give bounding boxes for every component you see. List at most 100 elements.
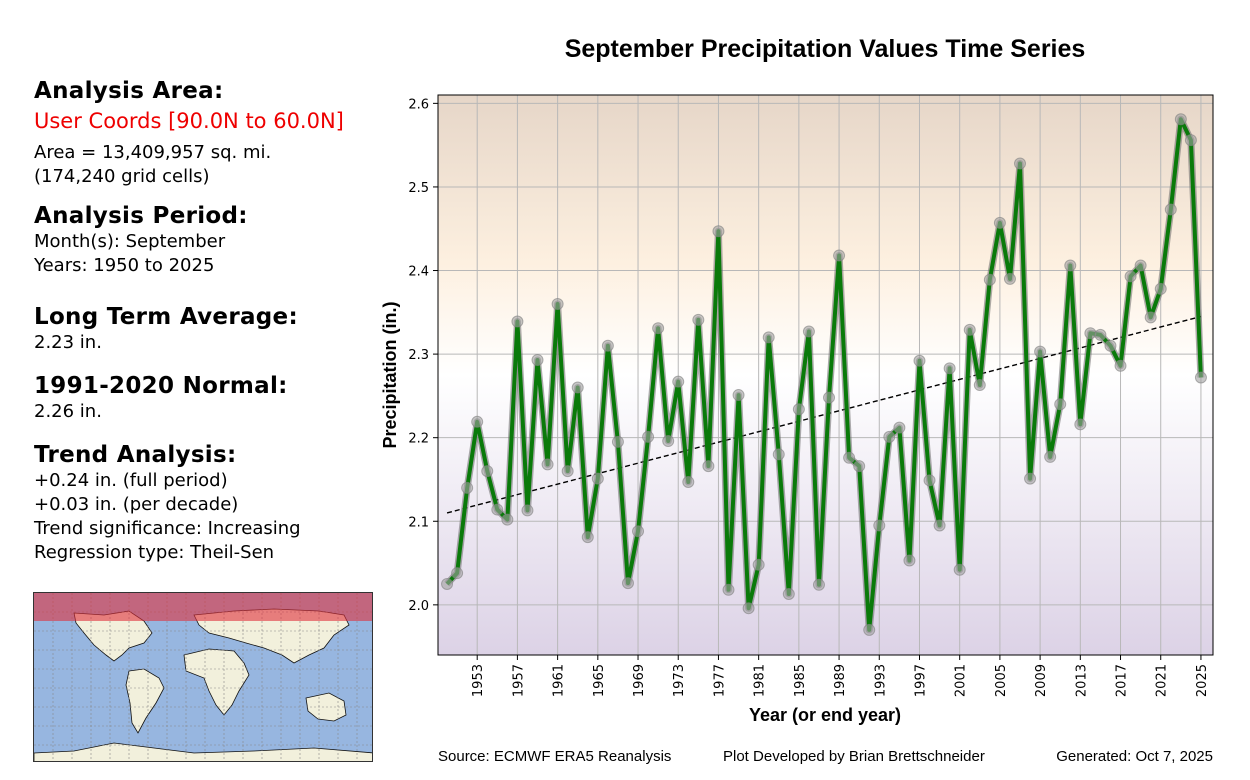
data-point (742, 602, 755, 615)
data-point (873, 519, 886, 532)
trend-per-decade: +0.03 in. (per decade) (34, 494, 239, 515)
data-point (541, 458, 554, 471)
data-point (561, 465, 574, 478)
world-map-image (34, 593, 372, 761)
normal-heading: 1991-2020 Normal: (34, 373, 288, 399)
x-tick-label: 2009 (1034, 664, 1049, 697)
data-point (1094, 328, 1107, 341)
data-point (451, 567, 464, 580)
data-point (571, 381, 584, 394)
data-point (531, 353, 544, 366)
data-point (913, 354, 926, 367)
trend-significance: Trend significance: Increasing (34, 518, 301, 539)
analysis-summary-panel: Analysis Area: User Coords [90.0N to 60.… (34, 78, 379, 579)
region-map (33, 592, 373, 762)
data-point (621, 577, 634, 590)
data-point (1154, 282, 1167, 295)
trend-analysis-heading: Trend Analysis: (34, 442, 237, 468)
data-point (1134, 259, 1147, 272)
data-point (461, 481, 474, 494)
data-point (963, 323, 976, 336)
data-point (1124, 270, 1137, 283)
y-tick-label: 2.4 (408, 265, 429, 280)
data-point (1104, 339, 1117, 352)
trend-full-period: +0.24 in. (full period) (34, 470, 228, 491)
analysis-period-heading: Analysis Period: (34, 203, 248, 229)
x-tick-label: 2001 (954, 664, 969, 697)
grid-cells-line: (174,240 grid cells) (34, 166, 210, 187)
x-tick-label: 1957 (511, 664, 526, 697)
data-point (1014, 157, 1027, 170)
data-point (521, 504, 534, 517)
highlighted-region (34, 593, 372, 621)
data-point (1164, 203, 1177, 216)
source-credit: Source: ECMWF ERA5 Reanalysis (438, 748, 671, 765)
data-point (611, 435, 624, 448)
normal-value: 2.26 in. (34, 401, 102, 422)
data-point (853, 460, 866, 473)
data-point (1064, 259, 1077, 272)
x-tick-label: 1961 (552, 664, 567, 697)
data-point (973, 379, 986, 392)
data-point (662, 435, 675, 448)
data-point (1074, 418, 1087, 431)
data-point (732, 389, 745, 402)
data-point (692, 313, 705, 326)
data-point (702, 460, 715, 473)
data-point (591, 472, 604, 485)
map-graticule (34, 593, 372, 761)
data-point (933, 519, 946, 532)
data-point (893, 421, 906, 434)
data-point (491, 503, 504, 516)
data-point (903, 554, 916, 567)
x-tick-label: 1993 (873, 664, 888, 697)
series-line-group (444, 115, 1205, 634)
data-point (1044, 450, 1057, 463)
data-point (1024, 472, 1037, 485)
x-tick-label: 1989 (833, 664, 848, 697)
x-tick-label: 1997 (913, 664, 928, 697)
x-tick-label: 1953 (471, 664, 486, 697)
data-point (632, 525, 645, 538)
x-tick-label: 1985 (793, 664, 808, 697)
y-tick-label: 2.5 (408, 181, 429, 196)
data-point (983, 273, 996, 286)
data-point (843, 451, 856, 464)
x-tick-label: 1969 (632, 664, 647, 697)
x-axis-label: Year (or end year) (749, 705, 901, 725)
months-line: Month(s): September (34, 231, 226, 252)
data-point (1003, 272, 1016, 285)
data-point (762, 331, 775, 344)
data-point (581, 531, 594, 544)
plot-frame (437, 94, 1214, 656)
data-point (863, 623, 876, 636)
data-point (652, 322, 665, 335)
data-point (923, 474, 936, 487)
x-tick-label: 2025 (1195, 664, 1210, 697)
y-tick-label: 2.6 (408, 97, 429, 112)
analysis-area-heading: Analysis Area: (34, 78, 224, 104)
data-point (943, 362, 956, 375)
data-point (481, 465, 494, 478)
x-tick-label: 2013 (1074, 664, 1089, 697)
data-point (772, 448, 785, 461)
regression-type: Regression type: Theil-Sen (34, 542, 275, 563)
data-point (441, 577, 454, 590)
data-point (551, 297, 564, 310)
y-tick-label: 2.0 (408, 599, 429, 614)
x-tick-label: 2021 (1155, 664, 1170, 697)
data-point (812, 578, 825, 591)
generated-date: Generated: Oct 7, 2025 (1056, 748, 1213, 765)
x-tick-label: 1981 (753, 664, 768, 697)
developer-credit: Plot Developed by Brian Brettschneider (723, 748, 985, 765)
area-line: Area = 13,409,957 sq. mi. (34, 142, 272, 163)
data-point (782, 587, 795, 600)
chart-title: September Precipitation Values Time Seri… (565, 35, 1086, 63)
data-point (883, 430, 896, 443)
data-point (1114, 359, 1127, 372)
data-point (1194, 371, 1207, 384)
x-tick-label: 2017 (1115, 664, 1130, 697)
data-point (682, 475, 695, 488)
data-point (471, 415, 484, 428)
